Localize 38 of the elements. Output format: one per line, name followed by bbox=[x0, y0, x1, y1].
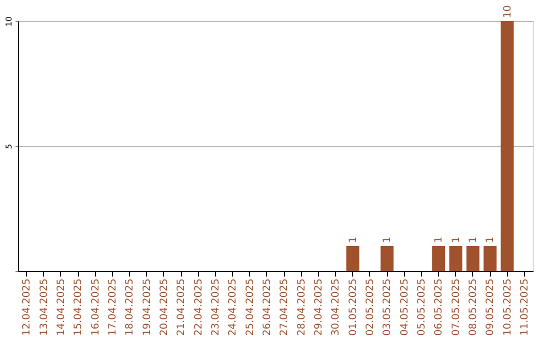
data-label: 1 bbox=[434, 236, 445, 243]
data-label: 1 bbox=[382, 236, 394, 243]
x-tick-label: 05.05.2025 bbox=[416, 278, 428, 336]
data-label: 10 bbox=[502, 5, 514, 18]
x-tick-label: 26.04.2025 bbox=[262, 278, 273, 336]
x-tick-label: 18.04.2025 bbox=[124, 278, 136, 336]
x-tick-label: 27.04.2025 bbox=[279, 278, 290, 336]
x-tick-label: 28.04.2025 bbox=[296, 278, 308, 336]
x-tick-label: 25.04.2025 bbox=[244, 278, 256, 336]
x-tick-label: 12.04.2025 bbox=[22, 278, 33, 336]
y-tick-label: 5 bbox=[4, 144, 14, 150]
x-tick-label: 09.05.2025 bbox=[485, 278, 496, 336]
x-tick-label: 04.05.2025 bbox=[399, 278, 410, 336]
x-tick-label: 23.04.2025 bbox=[210, 278, 222, 336]
x-tick-label: 29.04.2025 bbox=[313, 278, 324, 336]
x-tick-label: 30.04.2025 bbox=[330, 278, 342, 336]
x-tick-label: 03.05.2025 bbox=[382, 278, 394, 336]
x-tick-label: 15.04.2025 bbox=[73, 278, 84, 336]
x-tick-label: 24.04.2025 bbox=[228, 278, 239, 336]
x-tick-label: 02.05.2025 bbox=[364, 278, 376, 336]
x-tick-label: 13.04.2025 bbox=[38, 278, 50, 336]
x-tick-label: 16.04.2025 bbox=[90, 278, 102, 336]
x-tick-label: 22.04.2025 bbox=[193, 278, 204, 336]
x-tick-label: 08.05.2025 bbox=[468, 278, 479, 336]
x-tick-label: 10.05.2025 bbox=[502, 278, 514, 336]
x-tick-label: 17.04.2025 bbox=[107, 278, 118, 336]
data-label: 1 bbox=[348, 236, 359, 243]
data-label: 1 bbox=[450, 236, 462, 243]
x-tick-label: 07.05.2025 bbox=[450, 278, 462, 336]
x-tick-label: 14.04.2025 bbox=[56, 278, 67, 336]
x-tick-label: 19.04.2025 bbox=[142, 278, 153, 336]
x-tick-label: 20.04.2025 bbox=[158, 278, 170, 336]
data-label: 1 bbox=[485, 236, 496, 243]
x-tick-label: 21.04.2025 bbox=[176, 278, 188, 336]
data-label: 1 bbox=[468, 236, 479, 243]
x-tick-label: 01.05.2025 bbox=[348, 278, 359, 336]
x-tick-label: 06.05.2025 bbox=[434, 278, 445, 336]
x-tick-label: 11.05.2025 bbox=[519, 278, 530, 336]
